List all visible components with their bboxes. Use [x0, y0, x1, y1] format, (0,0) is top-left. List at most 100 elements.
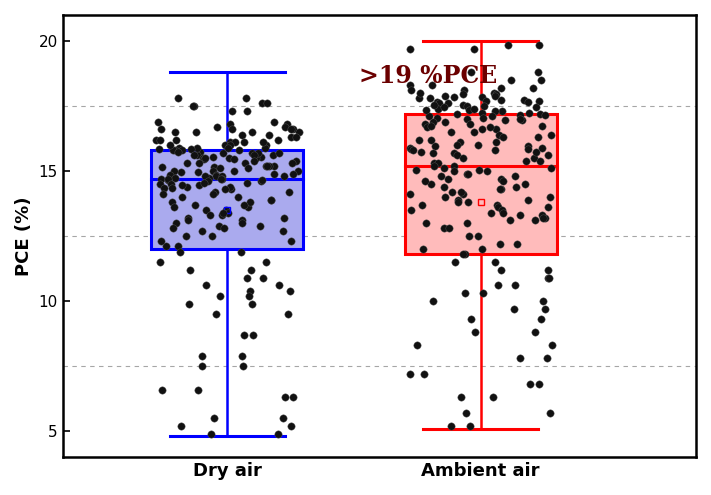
Point: [153, 145, 164, 153]
Point: [279, 123, 290, 131]
Point: [162, 175, 173, 183]
Point: [237, 216, 248, 224]
Point: [497, 206, 508, 214]
Point: [207, 153, 218, 161]
Point: [495, 185, 506, 193]
Point: [532, 133, 543, 141]
Point: [462, 170, 474, 178]
Point: [425, 180, 437, 188]
Point: [489, 258, 501, 266]
Point: [496, 107, 508, 115]
Point: [240, 159, 251, 167]
Point: [228, 167, 240, 175]
Point: [459, 250, 471, 258]
Point: [525, 380, 536, 388]
Point: [199, 154, 210, 162]
Point: [265, 196, 277, 203]
Point: [462, 198, 474, 206]
Point: [261, 99, 272, 107]
Point: [468, 45, 479, 53]
Point: [449, 149, 460, 157]
Point: [155, 125, 166, 133]
Point: [245, 198, 256, 206]
Point: [172, 243, 183, 250]
Point: [522, 98, 533, 106]
Point: [451, 110, 463, 118]
Point: [528, 154, 540, 162]
Point: [436, 172, 447, 180]
Point: [208, 167, 219, 175]
Point: [451, 151, 463, 159]
Point: [428, 159, 439, 167]
Point: [285, 125, 296, 133]
Point: [505, 76, 516, 84]
Point: [539, 305, 550, 313]
Point: [176, 422, 187, 430]
Point: [265, 196, 277, 203]
Point: [196, 362, 207, 370]
Point: [427, 149, 439, 157]
Point: [255, 222, 266, 230]
Point: [168, 224, 179, 232]
Point: [193, 181, 205, 189]
Point: [461, 170, 473, 178]
Point: [166, 180, 177, 188]
Point: [494, 185, 506, 193]
Point: [216, 211, 228, 219]
Point: [225, 141, 236, 149]
Point: [423, 112, 434, 120]
Point: [238, 201, 250, 209]
Point: [277, 414, 289, 422]
Point: [256, 176, 267, 184]
Point: [246, 300, 257, 308]
Point: [497, 209, 508, 217]
Point: [461, 219, 472, 227]
Point: [478, 289, 489, 297]
Point: [518, 96, 529, 103]
Point: [161, 243, 172, 250]
Point: [220, 141, 231, 149]
Point: [239, 331, 250, 339]
Point: [428, 101, 439, 109]
Point: [534, 110, 545, 118]
Point: [172, 148, 183, 155]
Point: [152, 118, 164, 126]
Point: [429, 162, 440, 170]
Point: [542, 151, 553, 159]
Point: [498, 178, 509, 186]
Point: [216, 172, 228, 180]
Point: [285, 237, 296, 245]
Point: [245, 266, 257, 274]
Point: [417, 201, 428, 209]
Point: [263, 162, 274, 170]
Point: [535, 315, 547, 323]
Point: [181, 159, 193, 167]
Point: [520, 157, 532, 165]
Point: [210, 188, 221, 196]
Point: [416, 148, 427, 155]
Point: [245, 287, 256, 295]
Point: [154, 136, 166, 144]
Point: [256, 99, 267, 107]
Point: [225, 139, 236, 147]
Point: [228, 155, 240, 163]
Point: [432, 98, 443, 106]
Point: [220, 185, 231, 193]
Point: [274, 282, 285, 290]
Point: [405, 145, 417, 153]
Point: [284, 287, 296, 295]
Point: [257, 274, 268, 282]
Point: [481, 167, 493, 175]
Point: [484, 123, 496, 131]
Point: [477, 114, 488, 122]
Point: [465, 315, 476, 323]
Point: [440, 118, 451, 126]
Point: [183, 216, 194, 224]
Point: [292, 167, 304, 175]
Point: [210, 171, 222, 179]
Point: [460, 289, 471, 297]
Point: [154, 180, 166, 188]
Point: [238, 139, 250, 147]
Point: [510, 183, 522, 191]
Point: [190, 201, 201, 209]
